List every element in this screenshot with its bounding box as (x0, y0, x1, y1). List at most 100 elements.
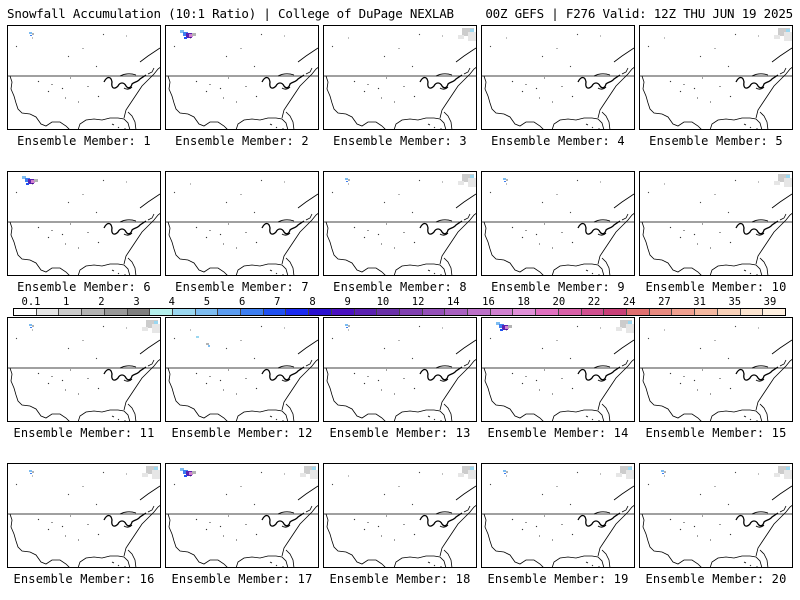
colorbar-swatch (104, 309, 128, 315)
colorbar-tick-label: 5 (203, 296, 211, 308)
colorbar-tick-label: 3 (133, 296, 140, 308)
ensemble-member-label: Ensemble Member: 1 (17, 134, 151, 148)
ensemble-map-panel (7, 171, 161, 276)
colorbar-swatch (558, 309, 582, 315)
conus-map (482, 33, 634, 129)
ensemble-member-label: Ensemble Member: 15 (645, 426, 787, 440)
colorbar-swatch (263, 309, 287, 315)
colorbar-swatch (36, 309, 60, 315)
colorbar-tick-label: 18 (517, 296, 530, 308)
colorbar-swatch (649, 309, 673, 315)
conus-map (166, 466, 318, 567)
colorbar-tick-label: 22 (587, 296, 601, 308)
conus-map (8, 466, 160, 567)
colorbar-swatch (717, 309, 741, 315)
ensemble-member-label: Ensemble Member: 10 (645, 280, 787, 294)
colorbar-tick-label: 16 (482, 296, 495, 308)
colorbar-swatch (82, 309, 105, 315)
conus-map (8, 320, 160, 421)
colorbar-swatch (218, 309, 242, 315)
colorbar-swatch (172, 309, 196, 315)
conus-map (640, 466, 792, 567)
colorbar-tick-label: 35 (728, 296, 742, 308)
colorbar-tick-label: 9 (344, 296, 351, 308)
ensemble-map-panel (165, 171, 319, 276)
conus-map (324, 28, 476, 129)
colorbar-swatch (468, 309, 491, 315)
colorbar-swatch (422, 309, 446, 315)
colorbar-tick-label: 24 (622, 296, 636, 308)
page-title: Snowfall Accumulation (10:1 Ratio) | Col… (7, 6, 454, 21)
run-valid-time: 00Z GEFS | F276 Valid: 12Z THU JUN 19 20… (485, 6, 793, 21)
colorbar-swatch (763, 309, 785, 315)
ensemble-member-label: Ensemble Member: 7 (175, 280, 309, 294)
conus-map (482, 320, 634, 421)
ensemble-member-label: Ensemble Member: 8 (333, 280, 467, 294)
ensemble-member-label: Ensemble Member: 3 (333, 134, 467, 148)
colorbar-swatch (445, 309, 469, 315)
colorbar-swatch (377, 309, 400, 315)
colorbar-tick-label: 4 (168, 296, 175, 308)
ensemble-map-panel (7, 317, 161, 422)
colorbar-swatch (399, 309, 423, 315)
ensemble-member-label: Ensemble Member: 17 (171, 572, 313, 586)
conus-map (324, 324, 476, 421)
ensemble-member-label: Ensemble Member: 18 (329, 572, 471, 586)
colorbar-tick-label: 8 (309, 296, 316, 308)
ensemble-map-panel (481, 317, 635, 422)
conus-map (324, 466, 476, 567)
ensemble-map-panel (323, 463, 477, 568)
conus-map (166, 30, 318, 129)
conus-map (482, 178, 634, 275)
ensemble-map-panel (639, 463, 793, 568)
colorbar-swatch (14, 309, 37, 315)
colorbar-tick-label: 12 (411, 296, 425, 308)
colorbar-tick-label: 39 (763, 296, 777, 308)
ensemble-member-label: Ensemble Member: 2 (175, 134, 309, 148)
ensemble-map-panel (323, 171, 477, 276)
colorbar-tick-label: 1 (63, 296, 70, 308)
ensemble-map-panel (639, 171, 793, 276)
colorbar-swatch (581, 309, 605, 315)
ensemble-map-panel (7, 463, 161, 568)
colorbar-swatch (127, 309, 151, 315)
colorbar-swatch (286, 309, 310, 315)
colorbar-swatch (241, 309, 264, 315)
ensemble-member-label: Ensemble Member: 20 (645, 572, 787, 586)
ensemble-member-label: Ensemble Member: 16 (13, 572, 155, 586)
conus-map (482, 466, 634, 567)
colorbar-tick-label: 10 (376, 296, 390, 308)
colorbar-tick-label: 7 (274, 296, 281, 308)
ensemble-map-panel (481, 171, 635, 276)
colorbar-tick-label: 27 (658, 296, 671, 308)
ensemble-member-label: Ensemble Member: 13 (329, 426, 471, 440)
ensemble-map-panel (639, 317, 793, 422)
colorbar-tick-label: 2 (98, 296, 105, 308)
colorbar-tick-label: 31 (693, 296, 706, 308)
conus-map (166, 179, 318, 275)
colorbar-tick-label: 6 (238, 296, 246, 308)
colorbar-swatch (604, 309, 627, 315)
colorbar-swatch (536, 309, 559, 315)
ensemble-map-panel (323, 25, 477, 130)
ensemble-map-panel (481, 463, 635, 568)
colorbar-swatch (195, 309, 219, 315)
colorbar-swatch (331, 309, 355, 315)
colorbar-swatch (59, 309, 83, 315)
colorbar-tick-label: 20 (552, 296, 566, 308)
colorbar-swatch (695, 309, 718, 315)
ensemble-member-label: Ensemble Member: 11 (13, 426, 155, 440)
colorbar-swatch (672, 309, 696, 315)
colorbar-swatch (354, 309, 378, 315)
ensemble-member-label: Ensemble Member: 5 (649, 134, 783, 148)
conus-map (640, 28, 792, 129)
ensemble-map-panel (165, 317, 319, 422)
conus-map (324, 174, 476, 275)
ensemble-member-label: Ensemble Member: 12 (171, 426, 313, 440)
ensemble-map-panel (7, 25, 161, 130)
conus-map (8, 176, 160, 275)
ensemble-map-panel (165, 463, 319, 568)
colorbar (13, 308, 786, 316)
ensemble-map-panel (323, 317, 477, 422)
colorbar-swatch (513, 309, 537, 315)
